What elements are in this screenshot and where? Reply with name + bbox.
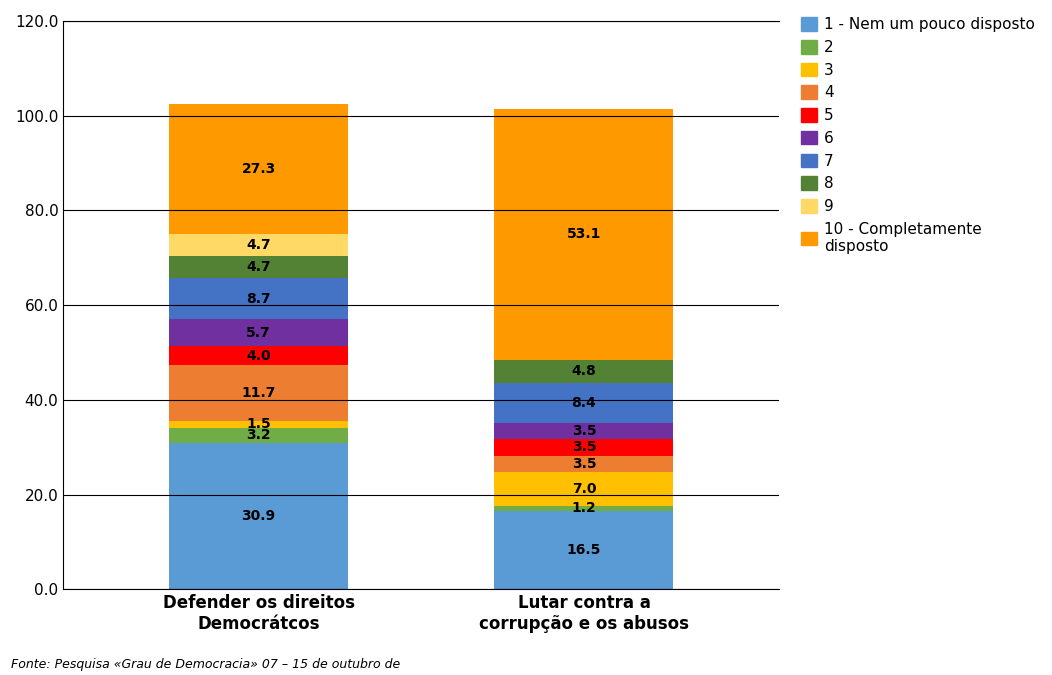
Bar [494,109,673,360]
Bar [494,383,673,423]
Text: 30.9: 30.9 [242,509,276,523]
Text: 8.4: 8.4 [571,396,596,410]
Bar [169,234,348,256]
Text: 3.5: 3.5 [571,441,596,454]
Bar [494,472,673,506]
Bar [169,365,348,421]
Bar [169,421,348,428]
Bar [494,439,673,456]
Text: 27.3: 27.3 [241,162,276,176]
Text: 53.1: 53.1 [567,227,601,242]
Bar [169,278,348,319]
Text: 3.5: 3.5 [571,457,596,471]
Text: 1.2: 1.2 [571,502,596,515]
Text: 4.8: 4.8 [571,364,596,379]
Text: 3.5: 3.5 [571,424,596,438]
Bar [169,428,348,443]
Text: 11.7: 11.7 [241,386,276,400]
Text: 1.5: 1.5 [246,417,271,431]
Text: 16.5: 16.5 [567,543,601,558]
Text: 7.0: 7.0 [571,482,596,496]
Bar [494,360,673,383]
Text: 8.7: 8.7 [246,292,270,306]
Bar [494,506,673,511]
Bar [494,423,673,439]
Text: 4.7: 4.7 [246,238,270,252]
Text: 3.2: 3.2 [246,429,270,442]
Legend: 1 - Nem um pouco disposto, 2, 3, 4, 5, 6, 7, 8, 9, 10 - Completamente
disposto: 1 - Nem um pouco disposto, 2, 3, 4, 5, 6… [802,18,1035,254]
Bar [494,456,673,472]
Text: 4.0: 4.0 [246,349,270,363]
Bar [494,511,673,589]
Bar [169,256,348,278]
Text: 4.7: 4.7 [246,260,270,274]
Bar [169,105,348,234]
Text: 5.7: 5.7 [246,326,270,340]
Bar [169,443,348,589]
Bar [169,319,348,346]
Bar [169,346,348,365]
Text: Fonte: Pesquisa «Grau de Democracia» 07 – 15 de outubro de: Fonte: Pesquisa «Grau de Democracia» 07 … [11,658,400,671]
